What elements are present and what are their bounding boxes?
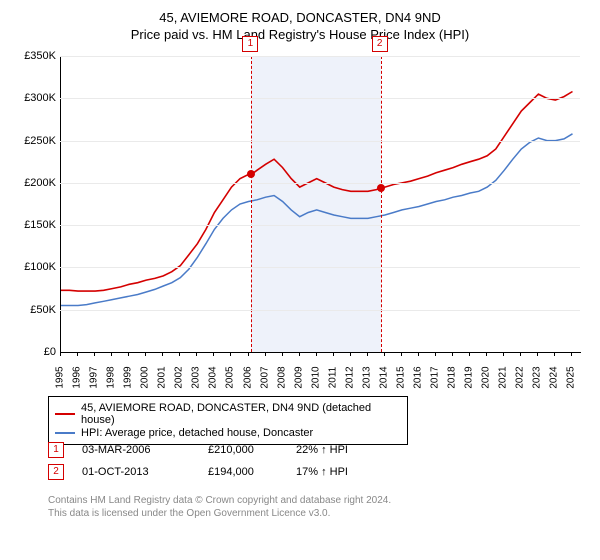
chart-lines-svg [61,56,581,352]
sale-pct-0: 22% ↑ HPI [296,444,376,456]
sale-date-1: 01-OCT-2013 [82,466,190,478]
chart-title-line2: Price paid vs. HM Land Registry's House … [12,27,588,42]
legend-box: 45, AVIEMORE ROAD, DONCASTER, DN4 9ND (d… [48,396,408,445]
sale-marker-0: 1 [48,442,64,458]
sales-row-0: 1 03-MAR-2006 £210,000 22% ↑ HPI [48,442,376,458]
y-tick-label: £50K [12,304,56,316]
y-tick-label: £150K [12,219,56,231]
footer-line2: This data is licensed under the Open Gov… [48,507,391,520]
x-tick-label: 2022 [515,363,526,393]
y-tick-label: £100K [12,261,56,273]
series-hpi [61,134,573,306]
legend-row-1: HPI: Average price, detached house, Donc… [55,427,401,439]
sale-price-1: £194,000 [208,466,278,478]
sale-dot [247,170,255,178]
sales-table: 1 03-MAR-2006 £210,000 22% ↑ HPI 2 01-OC… [48,442,376,486]
sale-dot [377,184,385,192]
x-tick-label: 2023 [532,363,543,393]
x-tick-label: 1999 [123,363,134,393]
x-tick-label: 2017 [430,363,441,393]
footer-note: Contains HM Land Registry data © Crown c… [48,494,391,520]
event-marker: 1 [242,36,258,52]
x-tick-label: 2009 [293,363,304,393]
x-tick-label: 2024 [549,363,560,393]
y-tick-label: £300K [12,92,56,104]
chart-title-line1: 45, AVIEMORE ROAD, DONCASTER, DN4 9ND [12,10,588,25]
chart-container: 45, AVIEMORE ROAD, DONCASTER, DN4 9ND Pr… [0,0,600,560]
x-tick-label: 2021 [498,363,509,393]
y-tick-label: £0 [12,346,56,358]
x-tick-label: 1998 [106,363,117,393]
x-tick-label: 1996 [72,363,83,393]
x-tick-label: 2014 [378,363,389,393]
sale-date-0: 03-MAR-2006 [82,444,190,456]
event-line [251,56,252,352]
event-line [381,56,382,352]
x-tick-label: 1995 [55,363,66,393]
x-tick-label: 2025 [566,363,577,393]
sale-pct-1: 17% ↑ HPI [296,466,376,478]
x-tick-label: 2000 [140,363,151,393]
sales-row-1: 2 01-OCT-2013 £194,000 17% ↑ HPI [48,464,376,480]
y-tick-label: £350K [12,50,56,62]
legend-row-0: 45, AVIEMORE ROAD, DONCASTER, DN4 9ND (d… [55,402,401,426]
x-tick-label: 2006 [242,363,253,393]
y-tick-label: £200K [12,177,56,189]
legend-label-1: HPI: Average price, detached house, Donc… [81,427,313,439]
footer-line1: Contains HM Land Registry data © Crown c… [48,494,391,507]
legend-swatch-0 [55,413,75,415]
sale-marker-1: 2 [48,464,64,480]
series-price_paid [61,92,573,292]
x-tick-label: 2008 [276,363,287,393]
y-tick-label: £250K [12,135,56,147]
plot-area [60,56,581,353]
event-marker: 2 [372,36,388,52]
x-tick-label: 2016 [413,363,424,393]
x-tick-label: 2007 [259,363,270,393]
legend-swatch-1 [55,432,75,434]
x-tick-label: 2011 [327,363,338,393]
legend-label-0: 45, AVIEMORE ROAD, DONCASTER, DN4 9ND (d… [81,402,401,426]
x-tick-label: 1997 [89,363,100,393]
x-tick-label: 2004 [208,363,219,393]
x-tick-label: 2015 [395,363,406,393]
x-tick-label: 2005 [225,363,236,393]
x-tick-label: 2003 [191,363,202,393]
x-tick-label: 2010 [310,363,321,393]
x-tick-label: 2013 [361,363,372,393]
x-tick-label: 2012 [344,363,355,393]
x-tick-label: 2020 [481,363,492,393]
x-tick-label: 2002 [174,363,185,393]
chart-area: £0 £50K £100K £150K £200K £250K £300K £350K 1995… [12,50,588,390]
sale-price-0: £210,000 [208,444,278,456]
x-tick-label: 2019 [464,363,475,393]
x-tick-label: 2018 [447,363,458,393]
x-tick-label: 2001 [157,363,168,393]
